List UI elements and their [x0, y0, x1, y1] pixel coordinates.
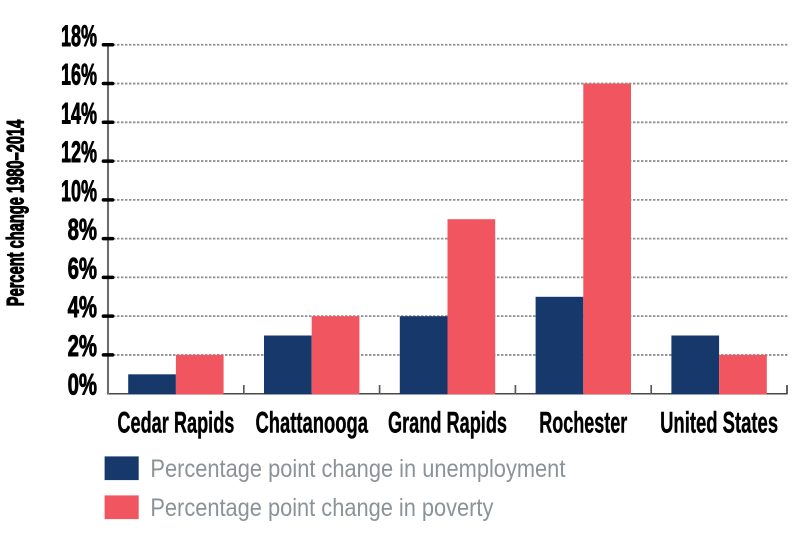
svg-text:12%: 12%: [61, 136, 97, 169]
svg-text:United States: United States: [660, 406, 778, 439]
svg-text:4%: 4%: [68, 291, 97, 324]
svg-text:2%: 2%: [68, 330, 97, 363]
svg-text:Percentage point change in une: Percentage point change in unemployment: [150, 455, 565, 483]
svg-text:Chattanooga: Chattanooga: [255, 406, 368, 439]
svg-text:6%: 6%: [68, 252, 97, 285]
svg-text:Cedar Rapids: Cedar Rapids: [117, 406, 234, 439]
svg-text:Rochester: Rochester: [539, 406, 627, 439]
svg-text:16%: 16%: [61, 59, 97, 92]
svg-text:Percent change 1980–2014: Percent change 1980–2014: [3, 119, 30, 306]
svg-text:Grand Rapids: Grand Rapids: [388, 406, 507, 439]
svg-text:0%: 0%: [68, 369, 97, 402]
svg-text:18%: 18%: [61, 20, 97, 53]
svg-text:14%: 14%: [61, 97, 97, 130]
svg-text:8%: 8%: [68, 214, 97, 247]
svg-text:Percentage point change in pov: Percentage point change in poverty: [150, 494, 493, 522]
svg-text:10%: 10%: [61, 175, 97, 208]
